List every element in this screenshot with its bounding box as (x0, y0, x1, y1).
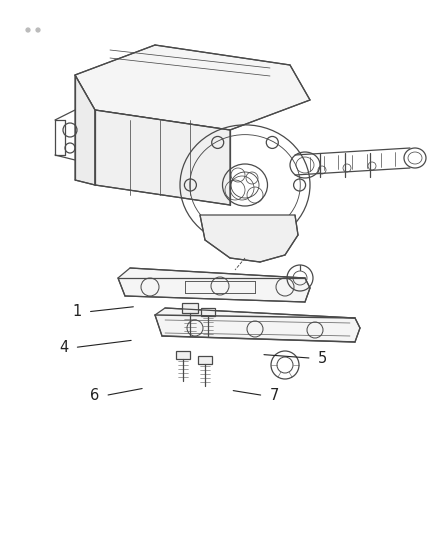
Polygon shape (176, 351, 190, 359)
Text: 5: 5 (317, 351, 327, 366)
Polygon shape (75, 45, 309, 130)
Polygon shape (201, 308, 215, 316)
Polygon shape (198, 356, 212, 364)
Polygon shape (75, 75, 95, 185)
Polygon shape (95, 110, 230, 205)
Text: 6: 6 (89, 388, 99, 403)
Text: 4: 4 (59, 340, 68, 355)
Circle shape (36, 28, 40, 32)
Polygon shape (200, 215, 297, 262)
Polygon shape (182, 303, 198, 313)
Text: 7: 7 (269, 388, 279, 403)
Text: 1: 1 (72, 304, 81, 319)
Polygon shape (118, 268, 309, 302)
Circle shape (26, 28, 30, 32)
Polygon shape (155, 308, 359, 342)
